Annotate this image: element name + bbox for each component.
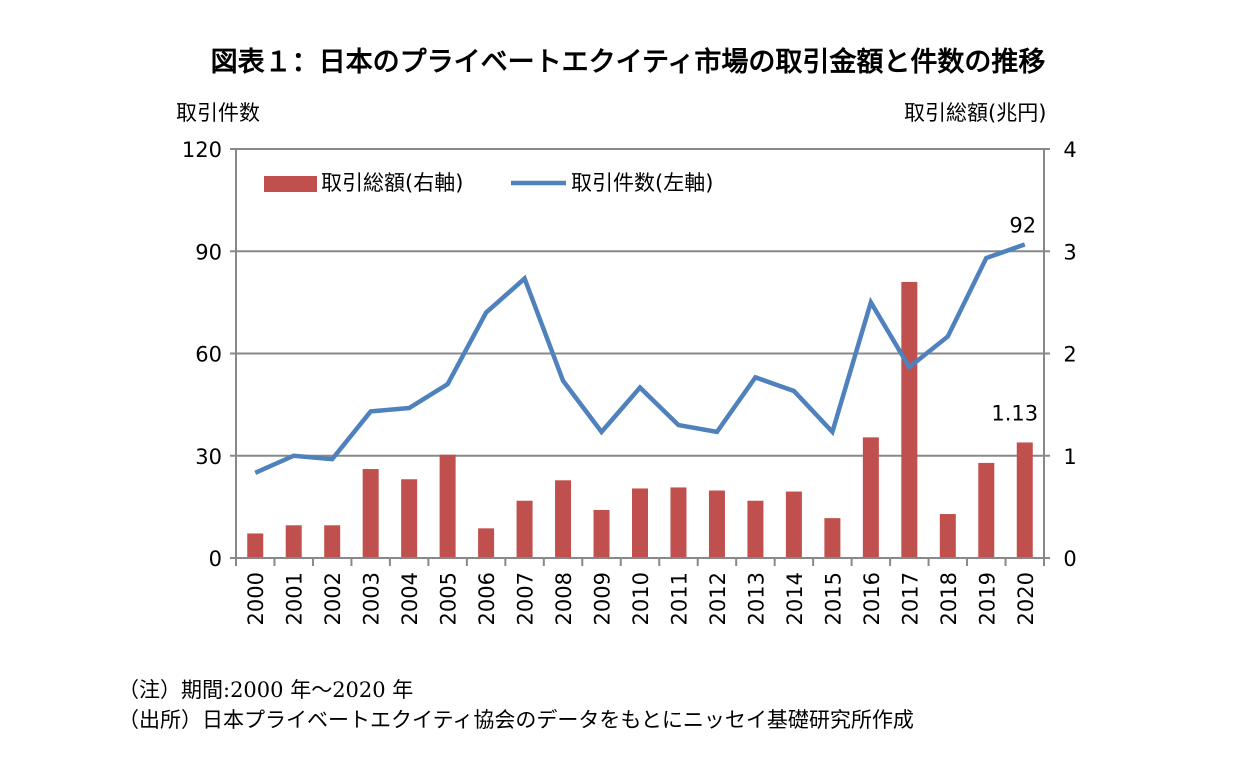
bar-2010 <box>632 488 648 558</box>
right-tick-label: 0 <box>1063 547 1076 571</box>
bar-2014 <box>785 491 802 558</box>
bar-2017 <box>901 281 918 558</box>
bar-2001 <box>285 525 302 558</box>
bar-2002 <box>324 525 341 558</box>
bar-2018 <box>939 514 956 558</box>
x-tick-label: 2014 <box>783 572 807 625</box>
x-tick-label: 2015 <box>821 572 845 625</box>
bar-2006 <box>478 528 495 558</box>
bar-2007 <box>516 500 533 558</box>
left-tick-label: 30 <box>195 445 222 469</box>
x-tick-label: 2001 <box>283 572 307 625</box>
left-axis-label: 取引件数 <box>176 101 260 125</box>
x-tick-label: 2017 <box>898 572 922 625</box>
right-axis-label: 取引総額(兆円) <box>904 101 1047 125</box>
x-tick-label: 2003 <box>360 572 384 625</box>
x-tick-label: 2002 <box>321 572 345 625</box>
note-period: （注）期間:2000 年～2020 年 <box>118 678 414 702</box>
right-tick-label: 1 <box>1063 445 1076 469</box>
left-tick-label: 0 <box>209 547 222 571</box>
right-tick-label: 3 <box>1063 240 1076 264</box>
bar-2000 <box>247 533 264 558</box>
x-tick-label: 2008 <box>552 572 576 625</box>
bar-2009 <box>593 509 610 558</box>
legend-bar-swatch <box>264 176 317 192</box>
x-tick-label: 2018 <box>937 572 961 625</box>
legend-line-label: 取引件数(左軸) <box>571 171 713 195</box>
legend-bar-label: 取引総額(右軸) <box>321 171 463 195</box>
x-tick-label: 2009 <box>591 572 615 625</box>
bar-2019 <box>978 462 995 558</box>
x-tick-label: 2013 <box>744 572 768 625</box>
note-source: （出所）日本プライベートエクイティ協会のデータをもとにニッセイ基礎研究所作成 <box>118 708 914 732</box>
x-tick-label: 2010 <box>629 572 653 625</box>
right-tick-label: 4 <box>1063 138 1076 162</box>
bar-2003 <box>362 469 379 558</box>
right-tick-label: 2 <box>1063 343 1076 367</box>
left-tick-label: 90 <box>195 240 222 264</box>
bar-2011 <box>670 487 687 558</box>
x-tick-label: 2000 <box>244 572 268 625</box>
x-tick-label: 2019 <box>975 572 999 625</box>
bar-2020 <box>1016 442 1033 558</box>
bar-2008 <box>555 480 572 558</box>
x-tick-label: 2012 <box>706 572 730 625</box>
bar-2013 <box>747 500 764 558</box>
label-count-2020: 92 <box>1009 213 1036 237</box>
left-tick-label: 120 <box>182 138 222 162</box>
left-tick-label: 60 <box>195 343 222 367</box>
x-tick-label: 2006 <box>475 572 499 625</box>
bar-2016 <box>862 437 879 558</box>
x-tick-label: 2020 <box>1014 572 1038 625</box>
x-tick-label: 2005 <box>437 572 461 625</box>
bar-2004 <box>401 479 418 558</box>
x-tick-label: 2016 <box>860 572 884 625</box>
label-amount-2020: 1.13 <box>991 401 1038 425</box>
chart-title: 図表１：日本のプライベートエクイティ市場の取引金額と件数の推移 <box>210 47 1046 78</box>
bar-2012 <box>708 490 725 558</box>
x-tick-label: 2007 <box>514 572 538 625</box>
bar-2005 <box>439 454 456 558</box>
bar-2015 <box>824 518 841 558</box>
x-tick-label: 2011 <box>667 572 691 625</box>
x-tick-label: 2004 <box>398 572 422 625</box>
